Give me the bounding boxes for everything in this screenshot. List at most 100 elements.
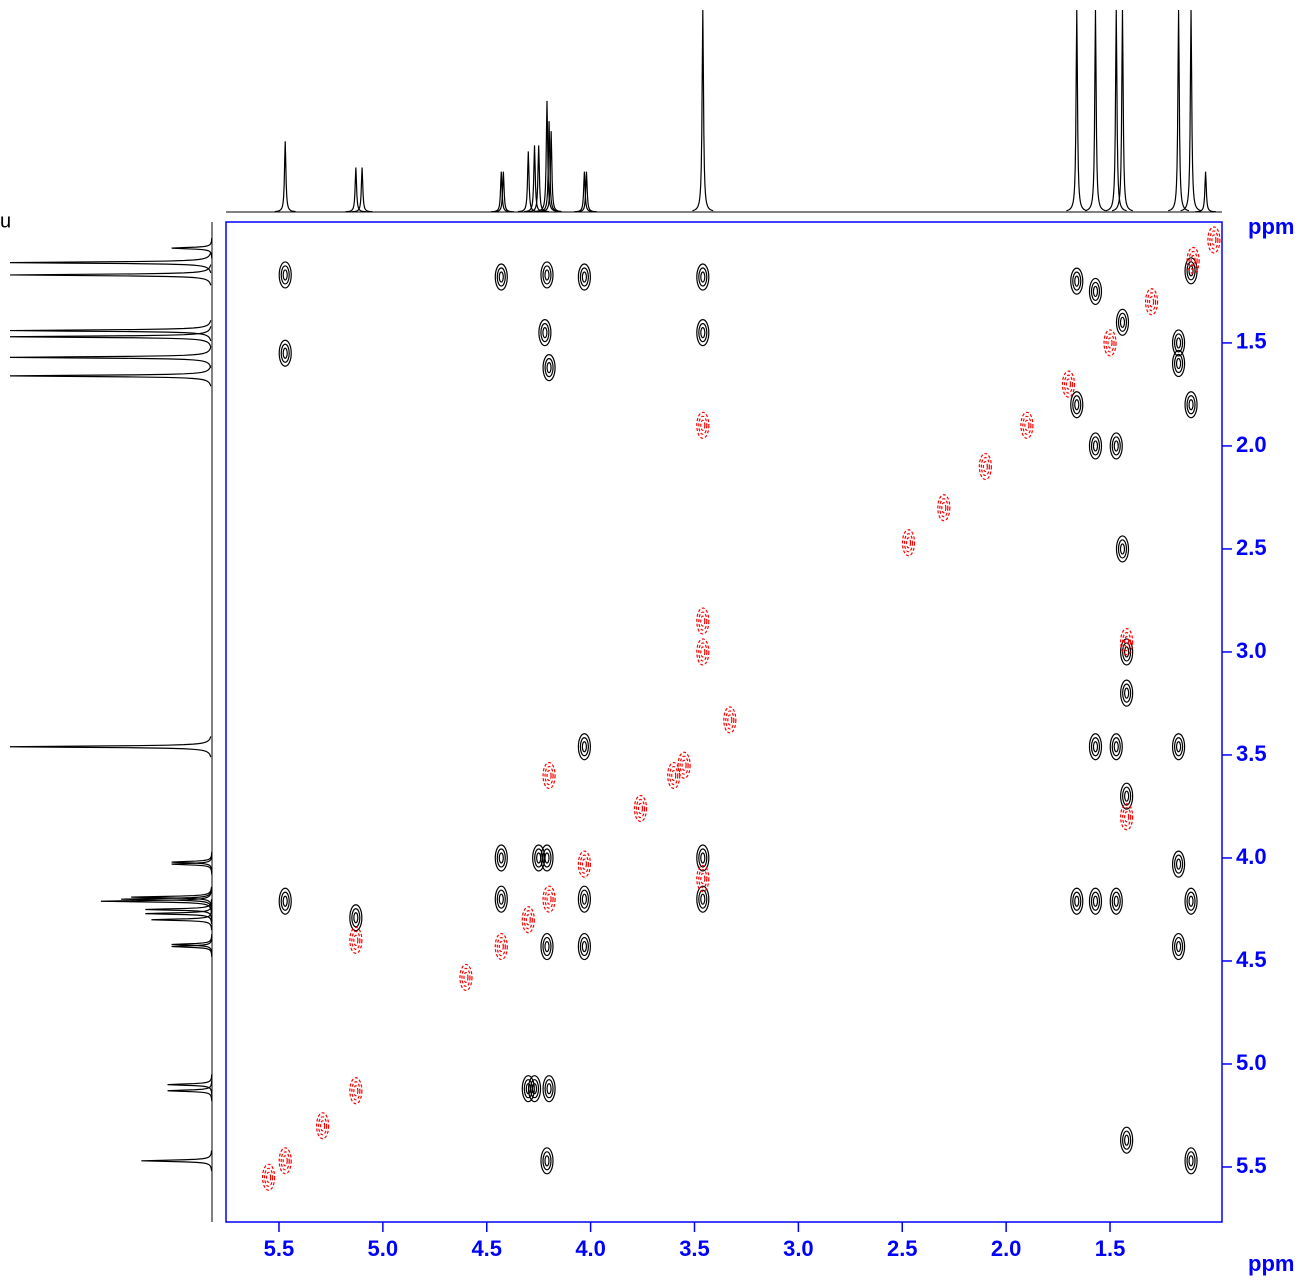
- x-tick-label: 2.0: [991, 1236, 1022, 1261]
- cross-peak-contour: [1072, 891, 1082, 911]
- cross-peak-contour: [577, 733, 591, 761]
- cross-peak-contour: [700, 893, 706, 905]
- cross-peak-contour: [1074, 399, 1080, 411]
- cross-peak-contour: [496, 267, 506, 287]
- cross-peak-contour: [1120, 638, 1134, 666]
- cross-peak-contour: [696, 607, 710, 635]
- cross-peak-contour: [1092, 440, 1099, 452]
- cross-peak-contour: [1120, 803, 1134, 831]
- cross-peak-contour: [1113, 895, 1119, 907]
- cross-peak-contour: [278, 887, 292, 915]
- projection-peak: [145, 899, 213, 920]
- cross-peak-contour: [696, 319, 710, 347]
- projection-peak: [274, 141, 296, 213]
- cross-peak-contour: [542, 761, 556, 790]
- cross-peak-contour: [727, 714, 733, 726]
- cross-peak-contour: [698, 848, 708, 868]
- x-tick-label: 1.5: [1095, 1236, 1126, 1261]
- cross-peak-contour: [1173, 737, 1184, 757]
- projection-peak: [1105, 9, 1127, 212]
- projection-peak: [351, 167, 373, 213]
- cross-peak-contour: [980, 456, 990, 477]
- cross-peak-contour: [353, 934, 359, 946]
- cross-peak-contour: [496, 936, 506, 957]
- cross-peak-contour: [1124, 687, 1130, 699]
- cross-peak-contour: [577, 263, 591, 291]
- cross-peak-contour: [700, 419, 706, 431]
- cross-peak-contour: [1124, 636, 1130, 648]
- cross-peak-contour: [698, 868, 708, 889]
- cross-peak-contour: [1186, 395, 1196, 415]
- projection-peak: [538, 121, 560, 213]
- projection-peak: [1180, 9, 1202, 212]
- projection-peak: [1111, 9, 1134, 212]
- cross-peak-contour: [544, 1079, 554, 1099]
- cross-peak-contour: [579, 267, 589, 287]
- cross-peak-contour: [1111, 737, 1121, 757]
- cross-peak-contour: [982, 460, 988, 473]
- cross-peak-contour: [542, 1151, 552, 1171]
- cross-peak-contour: [1144, 288, 1159, 316]
- cross-peak-contour: [581, 893, 587, 905]
- cross-peak-contour: [351, 930, 361, 950]
- cross-peak-contour: [1092, 285, 1099, 298]
- cross-peak-contour: [681, 759, 687, 771]
- projection-peak: [100, 890, 212, 912]
- cross-peak-contour: [542, 265, 552, 285]
- cross-peak-contour: [282, 1155, 288, 1167]
- projection-peak: [517, 151, 539, 213]
- y-tick-label: 5.0: [1236, 1050, 1267, 1075]
- cross-peak-contour: [544, 765, 554, 786]
- cross-peak-contour: [498, 893, 504, 905]
- cross-peak-contour: [1209, 230, 1219, 250]
- cross-peak-contour: [1186, 1151, 1196, 1171]
- cross-peak-contour: [700, 872, 706, 885]
- cross-peak-contour: [544, 1155, 550, 1167]
- cross-peak-contour: [696, 844, 710, 872]
- projection-peak: [9, 346, 212, 368]
- cross-peak-contour: [542, 1075, 556, 1103]
- cross-peak-contour: [461, 967, 471, 988]
- cross-peak-contour: [1171, 850, 1186, 878]
- cross-peak-contour: [577, 932, 591, 961]
- cross-peak-contour: [901, 529, 916, 557]
- cross-peak-contour: [700, 615, 706, 627]
- cross-peak-contour: [579, 936, 589, 957]
- cross-peak-contour: [1171, 733, 1186, 761]
- cross-peak-contour: [1171, 349, 1186, 378]
- x-tick-label: 5.5: [264, 1236, 295, 1261]
- projection-peak: [121, 888, 213, 910]
- cross-peak-contour: [1113, 741, 1119, 753]
- top-projection: [274, 9, 1216, 213]
- cross-peak-contour: [280, 1151, 290, 1171]
- cross-peak-contour: [1070, 887, 1084, 915]
- cross-peak-contour: [1090, 436, 1101, 456]
- projection-peak: [131, 886, 213, 908]
- x-tick-label: 4.0: [575, 1236, 606, 1261]
- cross-peak-contour: [667, 761, 681, 790]
- cross-peak-contour: [1115, 308, 1130, 336]
- cross-peak-contour: [937, 494, 951, 522]
- cross-peak-contour: [1190, 254, 1196, 267]
- cross-peak-contour: [1122, 1130, 1132, 1150]
- cross-peak-contour: [1175, 357, 1182, 370]
- cross-peak-contour: [698, 267, 708, 287]
- cross-peak-contour: [581, 271, 587, 283]
- x-tick-label: 3.0: [783, 1236, 814, 1261]
- cross-peak-contour: [1188, 250, 1198, 271]
- cross-peak-contour: [1120, 679, 1134, 707]
- cross-peak-contour: [698, 889, 708, 909]
- cross-peak-contour: [696, 263, 710, 291]
- cross-peak-contour: [544, 940, 550, 953]
- cross-peak-contour: [280, 265, 290, 285]
- projection-peak: [1195, 171, 1216, 213]
- cross-peak-contour: [698, 611, 708, 631]
- projection-peak: [9, 264, 212, 286]
- cross-peak-contour: [1122, 683, 1132, 703]
- cross-peak-contour: [525, 914, 531, 926]
- y-tick-label: 4.0: [1236, 844, 1267, 869]
- x-tick-label: 5.0: [368, 1236, 399, 1261]
- cross-peak-contour: [1092, 895, 1099, 907]
- cross-peak-contour: [316, 1112, 330, 1140]
- cross-peak-contour: [1122, 642, 1132, 662]
